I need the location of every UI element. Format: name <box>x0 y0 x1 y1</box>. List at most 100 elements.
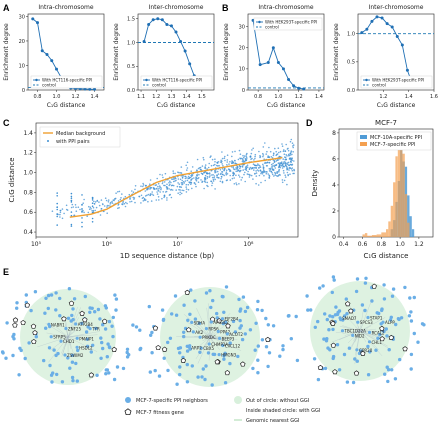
ppi-point <box>236 170 239 172</box>
y-tick-label: 8 <box>332 130 336 137</box>
ppi-point <box>278 171 280 173</box>
ppi-neighbor-node <box>328 314 332 318</box>
ppi-neighbor-node <box>52 348 56 352</box>
ppi-point <box>219 180 222 183</box>
gene-label: BEEP3 <box>222 336 235 341</box>
ppi-point <box>206 168 208 170</box>
ppi-point <box>73 214 76 217</box>
ppi-point <box>286 155 288 157</box>
ppi-neighbor-node <box>70 313 74 318</box>
histogram-bar <box>407 222 410 237</box>
x-axis-label: C₁G distance <box>47 102 86 109</box>
ppi-point <box>163 181 166 183</box>
ppi-point <box>162 176 164 179</box>
ppi-point <box>259 156 261 159</box>
ppi-point <box>117 200 120 202</box>
network-edge <box>351 330 361 347</box>
series-point <box>183 49 187 53</box>
ppi-point <box>224 155 226 158</box>
x-axis-label: C₁G distance <box>157 102 196 109</box>
legend-series-label: With HEK293T-specific PPI <box>265 20 317 25</box>
network-edge <box>194 336 211 338</box>
histogram-bar <box>390 205 394 237</box>
histogram-bar <box>364 233 368 237</box>
gene-label: CHL1 <box>372 340 383 345</box>
ppi-point <box>258 166 260 169</box>
ppi-neighbor-node <box>407 314 412 318</box>
ppi-neighbor-node <box>71 379 75 383</box>
ppi-point <box>283 172 285 174</box>
ppi-point <box>132 191 135 193</box>
network-edge <box>196 336 211 349</box>
x-tick-label: 1.6 <box>430 94 438 100</box>
ppi-point <box>279 156 282 158</box>
ppi-neighbor-node <box>210 383 214 387</box>
median-background-line <box>69 157 283 218</box>
histogram-bar <box>367 235 372 237</box>
ppi-neighbor-node <box>185 362 189 367</box>
ppi-point <box>214 178 216 181</box>
ppi-neighbor-node <box>66 316 71 320</box>
ppi-point <box>204 166 206 168</box>
ppi-point <box>282 150 285 153</box>
ppi-point <box>207 166 210 169</box>
ppi-point <box>285 165 288 168</box>
ppi-point <box>284 176 287 178</box>
gene-label: ZNF25 <box>68 327 82 332</box>
network-edge <box>359 330 388 347</box>
gene-label: TBC1D22A <box>344 329 367 334</box>
ppi-neighbor-node <box>318 286 322 290</box>
ppi-point <box>226 179 228 181</box>
network-edge <box>46 332 69 338</box>
network-edge <box>339 326 361 332</box>
ppi-neighbor-node <box>271 324 276 328</box>
series-point <box>142 40 146 44</box>
ppi-point <box>191 187 193 190</box>
ppi-point <box>219 161 222 163</box>
legend-median-label: Median background <box>56 131 105 137</box>
ppi-point <box>220 159 222 162</box>
labeled-gene-node <box>190 320 194 324</box>
ppi-neighbor-node <box>12 332 16 337</box>
ppi-point <box>219 173 222 176</box>
ppi-neighbor-node <box>46 306 50 311</box>
labeled-gene-node <box>198 335 202 339</box>
y-axis-label: Enrichment degree <box>3 23 10 81</box>
series-point <box>380 16 384 20</box>
ppi-neighbor-node <box>90 306 94 310</box>
network-edge <box>348 301 361 332</box>
ppi-point <box>178 183 181 185</box>
ppi-neighbor-node <box>243 309 248 314</box>
ppi-point <box>239 153 242 155</box>
y-tick-label: 0.5 <box>127 64 135 70</box>
ppi-point <box>56 224 58 226</box>
x-tick-label: 0.8 <box>377 241 387 248</box>
ppi-point <box>107 199 110 201</box>
series-point <box>400 43 404 47</box>
ppi-point <box>286 148 289 150</box>
network-edge <box>209 336 238 340</box>
labeled-gene-node <box>74 322 78 326</box>
plot-frame <box>27 13 105 91</box>
ppi-point <box>157 182 160 185</box>
ppi-neighbor-node <box>223 320 228 324</box>
legend-box <box>39 126 121 148</box>
ppi-point <box>245 167 247 169</box>
ppi-point <box>237 158 240 161</box>
ppi-point <box>175 179 177 182</box>
ppi-point <box>106 204 109 207</box>
ppi-point <box>262 152 264 155</box>
network-edge <box>209 336 215 344</box>
gene-label: GPR20 <box>359 348 373 353</box>
ppi-point <box>70 214 73 217</box>
fitness-gene-node <box>30 323 37 329</box>
ppi-point <box>277 159 280 161</box>
ppi-point <box>268 162 271 164</box>
legend-series-marker <box>35 78 38 82</box>
ppi-point <box>254 157 256 160</box>
ppi-neighbor-node <box>267 351 272 355</box>
y-tick-label: 0 <box>22 88 25 94</box>
